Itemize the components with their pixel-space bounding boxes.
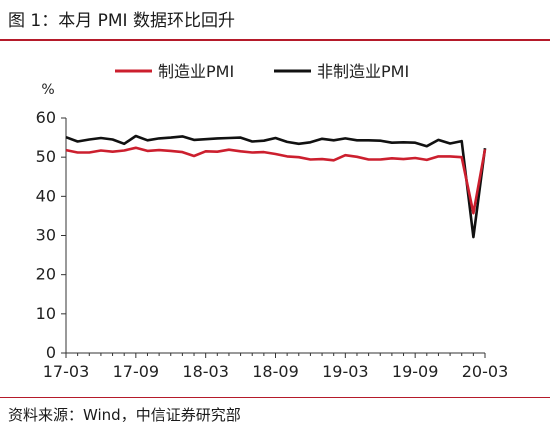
x-tick-label: 18-03	[182, 362, 229, 381]
x-tick-label: 17-09	[113, 362, 160, 381]
chart-series	[65, 134, 487, 239]
legend-label: 制造业PMI	[158, 62, 234, 81]
legend-label: 非制造业PMI	[317, 62, 409, 81]
source-note: 资料来源：Wind，中信证券研究部	[8, 406, 241, 424]
title-rule	[0, 39, 550, 41]
figure-title: 图 1：本月 PMI 数据环比回升	[8, 11, 235, 31]
x-tick-label: 18-09	[252, 362, 299, 381]
manufacturing-pmi-line	[65, 146, 487, 215]
x-tick-label: 17-03	[43, 362, 90, 381]
pmi-line-chart: 制造业PMI 非制造业PMI % 0 10 20 30 40 50 60 17-03 17-09 1…	[36, 62, 509, 381]
y-tick-label: 20	[36, 265, 56, 284]
y-tick-label: 0	[46, 343, 56, 362]
y-tick-label: 50	[36, 147, 56, 166]
source-rule	[0, 397, 550, 398]
chart-legend: 制造业PMI 非制造业PMI	[115, 62, 409, 81]
x-tick-label: 19-09	[392, 362, 439, 381]
x-tick-label: 19-03	[322, 362, 369, 381]
chart-axes: 0 10 20 30 40 50 60 17-03 17-09 18-03 18-09 19-03 19…	[36, 108, 509, 381]
y-tick-label: 40	[36, 186, 56, 205]
y-tick-label: 30	[36, 226, 56, 245]
y-axis-unit: %	[41, 82, 54, 98]
y-tick-label: 60	[36, 108, 56, 127]
y-tick-label: 10	[36, 304, 56, 323]
x-tick-label: 20-03	[462, 362, 509, 381]
non-manufacturing-pmi-line	[65, 134, 487, 239]
